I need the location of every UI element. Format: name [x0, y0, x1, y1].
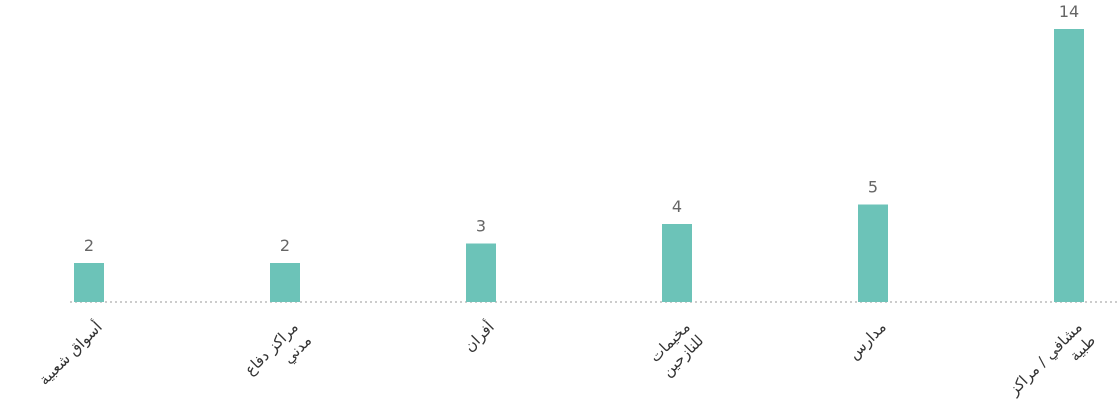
- value-label: 3: [476, 217, 486, 236]
- bar: [270, 263, 300, 302]
- value-label: 2: [280, 236, 290, 255]
- value-label: 14: [1059, 2, 1079, 21]
- bar: [662, 224, 692, 302]
- value-label: 4: [672, 197, 682, 216]
- value-label: 2: [84, 236, 94, 255]
- bar: [466, 243, 496, 302]
- bar: [74, 263, 104, 302]
- bar: [1054, 29, 1084, 302]
- bar: [858, 204, 888, 302]
- value-label: 5: [868, 178, 878, 197]
